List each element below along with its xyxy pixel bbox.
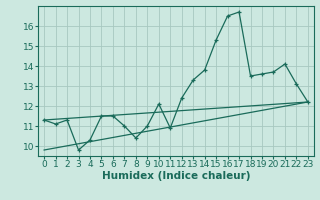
X-axis label: Humidex (Indice chaleur): Humidex (Indice chaleur) bbox=[102, 171, 250, 181]
